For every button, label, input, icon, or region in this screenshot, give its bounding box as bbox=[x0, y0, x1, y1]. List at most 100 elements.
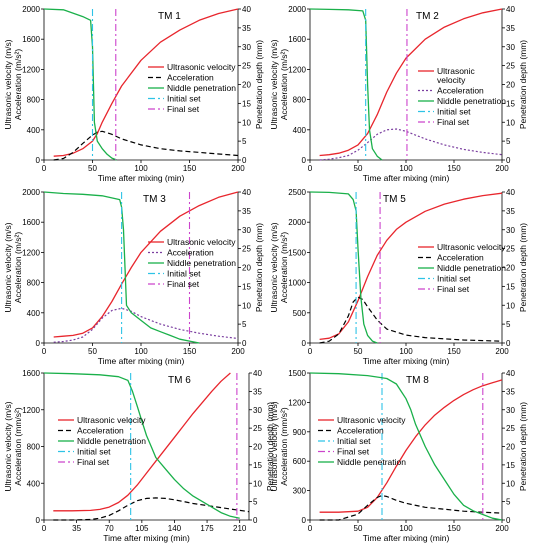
y-tick-label: 2000 bbox=[22, 5, 40, 14]
x-tick-label: 0 bbox=[42, 164, 47, 173]
series-line-acceleration bbox=[53, 130, 239, 161]
y-tick-label: 1000 bbox=[288, 279, 306, 288]
y2-tick-label: 40 bbox=[506, 188, 515, 197]
y2-tick-label: 15 bbox=[242, 99, 251, 108]
legend-label: Initial set bbox=[167, 269, 201, 279]
x-tick-label: 100 bbox=[134, 164, 148, 173]
y2-tick-label: 20 bbox=[506, 264, 515, 273]
y-tick-label: 500 bbox=[293, 309, 307, 318]
y-axis-label: Acceleration (m/s²) bbox=[13, 232, 23, 303]
y2-tick-label: 25 bbox=[242, 62, 251, 71]
y-axis-label: Acceleration (m/s²) bbox=[279, 49, 289, 120]
x-tick-label: 100 bbox=[399, 164, 413, 173]
y2-tick-label: 10 bbox=[253, 479, 262, 488]
series-line-niddle-penetration bbox=[309, 191, 378, 344]
legend-label: Acceleration bbox=[437, 253, 484, 263]
series-line-niddle-penetration bbox=[43, 8, 118, 161]
y2-axis-label: Penetration depth (mm) bbox=[518, 402, 528, 491]
legend-label: Acceleration bbox=[437, 86, 484, 96]
y-tick-label: 0 bbox=[36, 516, 41, 525]
chart-panel: 0 50 100 150 2000400800120016002000051015202… bbox=[269, 5, 528, 183]
chart-title: TM 2 bbox=[416, 11, 439, 22]
y-tick-label: 0 bbox=[36, 156, 41, 165]
y2-tick-label: 30 bbox=[242, 43, 251, 52]
series-line-acceleration bbox=[319, 128, 503, 161]
legend-label: Niddle penetration bbox=[437, 263, 506, 273]
x-tick-label: 140 bbox=[168, 524, 182, 533]
y2-tick-label: 35 bbox=[506, 24, 515, 33]
legend-label: Niddle penetration bbox=[77, 436, 146, 446]
legend-label: Acceleration bbox=[337, 426, 384, 436]
legend-label: Ultrasonic velocity bbox=[167, 62, 236, 72]
y2-tick-label: 40 bbox=[506, 369, 515, 378]
chart-title: TM 8 bbox=[406, 375, 429, 386]
y2-tick-label: 20 bbox=[242, 264, 251, 273]
y-tick-label: 1200 bbox=[288, 398, 306, 407]
y2-axis-label: Penetration depth (mm) bbox=[518, 40, 528, 129]
y-tick-label: 800 bbox=[27, 96, 41, 105]
y2-tick-label: 15 bbox=[253, 461, 262, 470]
y-tick-label: 600 bbox=[293, 457, 307, 466]
x-axis-label: Time after mixing (min) bbox=[98, 173, 185, 183]
y2-tick-label: 30 bbox=[506, 43, 515, 52]
x-tick-label: 150 bbox=[183, 347, 197, 356]
x-tick-label: 100 bbox=[399, 347, 413, 356]
y2-tick-label: 15 bbox=[506, 282, 515, 291]
chart-panel: 0 50 100 150 2000400800120016002000051015202… bbox=[3, 5, 264, 183]
y2-tick-label: 25 bbox=[506, 245, 515, 254]
chart-panel: 0 35 70 105 140 175 210 0 400 800 1200 1600 0 5 10 15 20… bbox=[3, 369, 275, 543]
x-tick-label: 50 bbox=[354, 524, 363, 533]
legend-label: Final set bbox=[337, 447, 370, 457]
y-tick-label: 0 bbox=[302, 339, 307, 348]
x-tick-label: 100 bbox=[134, 347, 148, 356]
x-tick-label: 0 bbox=[308, 524, 313, 533]
y-axis-label: Acceleration (mm/s²) bbox=[279, 407, 289, 486]
x-tick-label: 200 bbox=[495, 347, 509, 356]
y-tick-label: 400 bbox=[27, 479, 41, 488]
legend-label: Initial set bbox=[437, 274, 471, 284]
y2-tick-label: 0 bbox=[242, 156, 247, 165]
y-tick-label: 2000 bbox=[22, 188, 40, 197]
y2-tick-label: 10 bbox=[242, 301, 251, 310]
chart-panel: 0 50 100 150 2000400800120016002000051015202… bbox=[3, 188, 264, 366]
y2-tick-label: 30 bbox=[242, 226, 251, 235]
series-line-niddle-penetration bbox=[43, 191, 200, 344]
y2-tick-label: 10 bbox=[506, 479, 515, 488]
legend-label: Final set bbox=[77, 457, 110, 467]
legend-label: Acceleration bbox=[167, 73, 214, 83]
x-axis-label: Time after mixing (min) bbox=[363, 173, 450, 183]
y-tick-label: 1200 bbox=[22, 248, 40, 257]
y-axis-label: Ultrasonic velocity (m/s) bbox=[269, 401, 279, 491]
y2-tick-label: 35 bbox=[506, 207, 515, 216]
series-line-niddle-penetration bbox=[309, 8, 383, 161]
y-tick-label: 2500 bbox=[288, 188, 306, 197]
y-axis-label: Ultrasonic velocity (m/s) bbox=[3, 222, 13, 312]
x-tick-label: 0 bbox=[308, 347, 313, 356]
y2-tick-label: 25 bbox=[506, 62, 515, 71]
x-tick-label: 0 bbox=[42, 524, 47, 533]
y2-tick-label: 35 bbox=[506, 387, 515, 396]
y2-tick-label: 5 bbox=[506, 498, 511, 507]
chart-title: TM 3 bbox=[143, 194, 166, 205]
legend-label: Niddle penetration bbox=[437, 96, 506, 106]
y2-tick-label: 15 bbox=[242, 282, 251, 291]
y-tick-label: 1200 bbox=[22, 406, 40, 415]
y2-tick-label: 40 bbox=[506, 5, 515, 14]
y2-tick-label: 0 bbox=[506, 516, 511, 525]
y2-axis-label: Penetration depth (mm) bbox=[265, 402, 275, 491]
x-tick-label: 50 bbox=[354, 164, 363, 173]
y-tick-label: 800 bbox=[27, 279, 41, 288]
y-tick-label: 1600 bbox=[22, 218, 40, 227]
y-tick-label: 1600 bbox=[288, 35, 306, 44]
legend-label: Acceleration bbox=[167, 248, 214, 258]
y2-tick-label: 20 bbox=[506, 443, 515, 452]
x-axis-label: Time after mixing (min) bbox=[363, 533, 450, 543]
y-tick-label: 0 bbox=[302, 516, 307, 525]
y2-tick-label: 20 bbox=[242, 81, 251, 90]
x-tick-label: 105 bbox=[135, 524, 149, 533]
y2-tick-label: 10 bbox=[242, 118, 251, 127]
legend-label: Ultrasonic bbox=[437, 66, 476, 76]
y2-tick-label: 40 bbox=[242, 5, 251, 14]
y2-tick-label: 25 bbox=[253, 424, 262, 433]
